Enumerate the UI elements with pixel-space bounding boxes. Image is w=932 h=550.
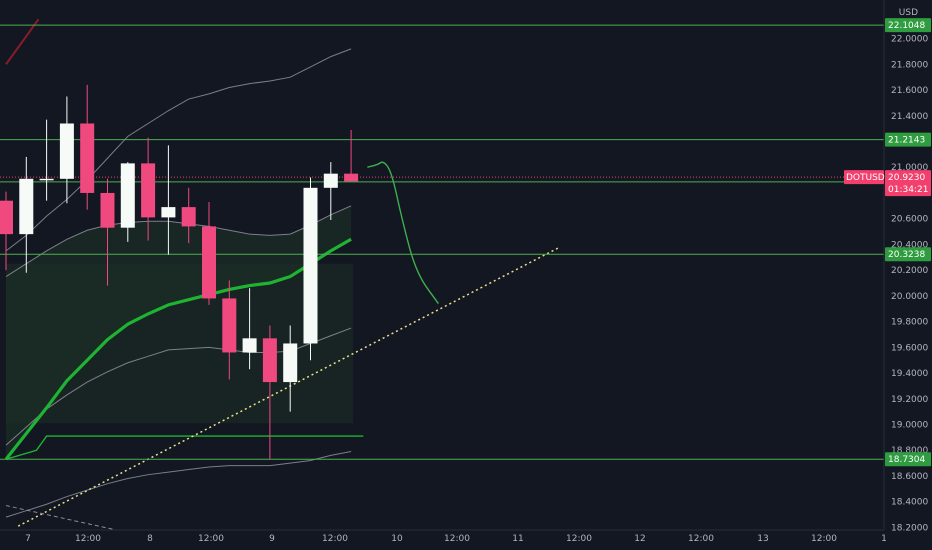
symbol-tag <box>844 170 884 185</box>
time-tick-label: 12:00 <box>688 534 714 544</box>
candle-body[interactable] <box>323 173 338 188</box>
candles-layer[interactable] <box>0 84 359 460</box>
price-tick-label: 19.4000 <box>891 369 928 379</box>
step-line <box>5 435 364 460</box>
price-tick-label: 21.0000 <box>891 163 928 173</box>
price-tick-label: 18.2000 <box>891 523 928 533</box>
level-tag <box>885 132 931 147</box>
range-box <box>6 263 354 424</box>
time-tick-label: 11 <box>512 534 523 544</box>
candle-body[interactable] <box>80 123 95 193</box>
price-tick-label: 19.2000 <box>891 395 928 405</box>
time-tick-label: 12:00 <box>75 534 101 544</box>
symbol-tag-label: DOTUSD <box>846 173 885 183</box>
time-tick-label: 12:00 <box>198 534 224 544</box>
candle-body[interactable] <box>181 207 196 227</box>
price-tick-label: 21.6000 <box>891 86 928 96</box>
band-lower-2-line <box>5 451 352 518</box>
candle-body[interactable] <box>141 163 156 218</box>
candle-body[interactable] <box>100 192 115 228</box>
band-middle-line <box>5 205 352 278</box>
time-tick-label: 13 <box>757 534 768 544</box>
price-tick-label: 18.6000 <box>891 472 928 482</box>
time-axis[interactable]: 7 12:00 8 12:00 9 12:00 10 12:00 11 12:00 12 12:00 1… <box>0 529 887 550</box>
level-tag-label: 20.3238 <box>888 250 925 260</box>
time-tick-label: 12:00 <box>811 534 837 544</box>
level-tag <box>885 18 931 33</box>
price-tick-label: 20.0000 <box>891 292 928 302</box>
time-tick-label: 12:00 <box>322 534 348 544</box>
time-tick-label: 10 <box>391 534 403 544</box>
price-tick-label: 19.0000 <box>891 421 928 431</box>
candle-body[interactable] <box>0 200 13 235</box>
level-tag-label: 18.7304 <box>888 455 925 465</box>
time-tick-label: 12:00 <box>444 534 470 544</box>
band-upper-line <box>5 48 352 252</box>
candle-body[interactable] <box>59 123 74 179</box>
price-tick-label: 20.2000 <box>891 266 928 276</box>
level-tag-label: 22.1048 <box>888 21 925 31</box>
time-tick-label: 8 <box>147 534 153 544</box>
time-tick-label: 12 <box>634 534 645 544</box>
price-tick-label: 18.8000 <box>891 446 928 456</box>
price-tick-label: 19.6000 <box>891 343 928 353</box>
level-tag-label: 21.2143 <box>888 136 925 146</box>
price-tick-label: 21.8000 <box>891 60 928 70</box>
level-tag <box>885 247 931 262</box>
time-axis-bg <box>0 530 884 550</box>
candle-body[interactable] <box>283 343 298 383</box>
red-line <box>5 18 40 65</box>
candle-body[interactable] <box>120 163 135 228</box>
candle-body[interactable] <box>202 226 216 299</box>
projection-path <box>367 161 439 305</box>
price-tick-label: 22.0000 <box>891 35 928 45</box>
time-tick-label: 1 <box>881 534 887 544</box>
candle-body[interactable] <box>262 338 277 383</box>
current-price-tag <box>885 170 931 197</box>
trend-line <box>17 246 561 527</box>
ema-line <box>4 237 352 461</box>
candle-body[interactable] <box>303 187 318 344</box>
level-tag <box>885 452 931 467</box>
price-tick-label: 20.6000 <box>891 215 928 225</box>
candle-body[interactable] <box>344 173 359 182</box>
currency-label: USD <box>899 8 918 18</box>
current-price-label: 20.9230 <box>888 173 925 183</box>
candle-body[interactable] <box>161 207 176 218</box>
time-tick-label: 7 <box>25 534 31 544</box>
candle-body[interactable] <box>39 178 54 181</box>
countdown-label: 01:34:21 <box>888 185 928 195</box>
candle-body[interactable] <box>242 338 257 353</box>
candle-body[interactable] <box>222 298 237 353</box>
time-tick-label: 12:00 <box>566 534 592 544</box>
price-tags: 22.104821.214320.886220.323818.7304DOTUS… <box>844 18 931 467</box>
time-tick-label: 9 <box>269 534 275 544</box>
price-axis[interactable]: USD22.000021.800021.600021.400021.200021… <box>883 0 932 550</box>
price-tick-label: 19.8000 <box>891 318 928 328</box>
price-tick-label: 21.4000 <box>891 112 928 122</box>
indicator-layer <box>4 18 561 534</box>
candle-body[interactable] <box>19 178 34 235</box>
price-tick-label: 20.4000 <box>891 240 928 250</box>
price-tick-label: 18.4000 <box>891 498 928 508</box>
